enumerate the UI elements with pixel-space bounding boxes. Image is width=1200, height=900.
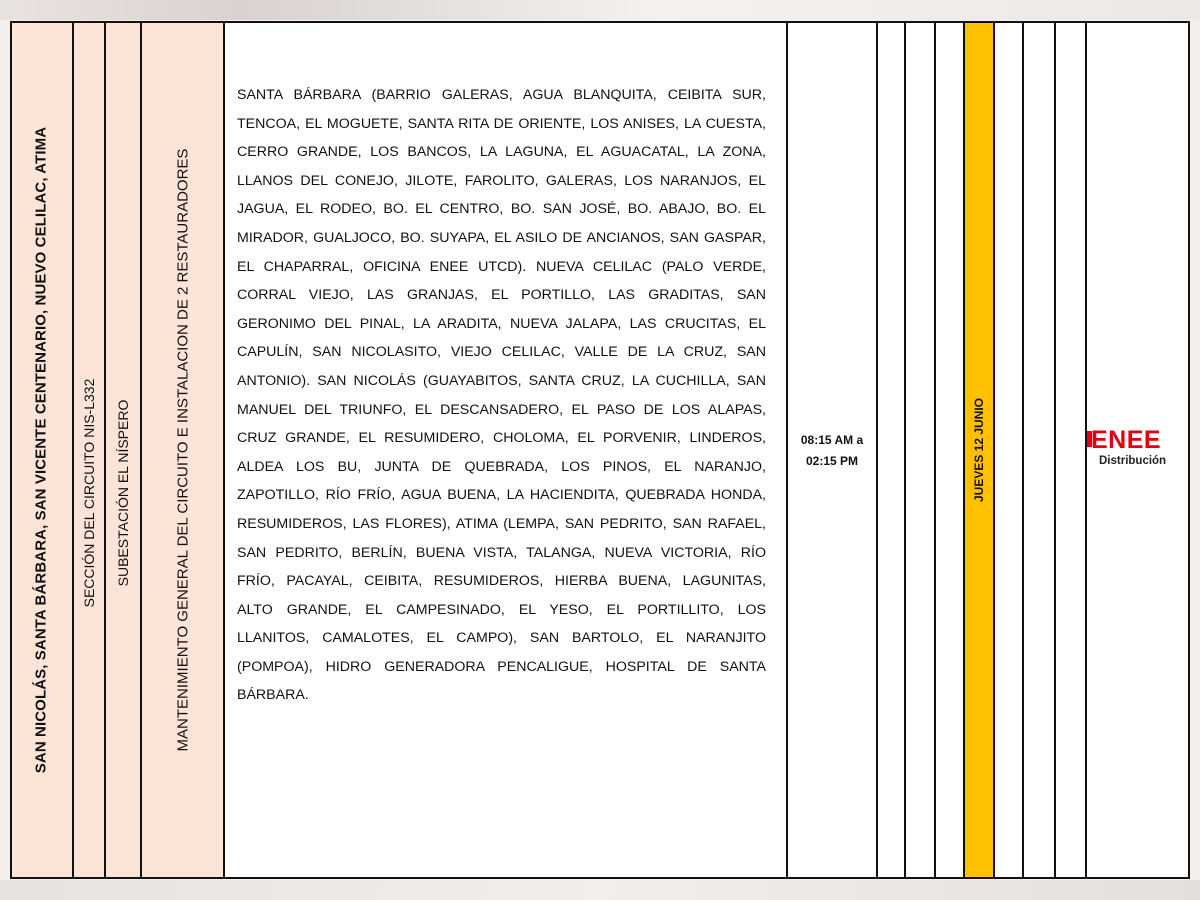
- circuit-section-cell: SECCIÓN DEL CIRCUITO NIS-L332: [74, 21, 106, 879]
- day-cell-empty: [1056, 21, 1087, 879]
- time-end: 02:15 PM: [805, 454, 859, 468]
- photo-top-edge: [0, 0, 1200, 20]
- substation-cell: SUBESTACIÓN EL NÍSPERO: [106, 21, 142, 879]
- time-start: 08:15 AM a: [800, 433, 864, 447]
- day-cell-highlighted: JUEVES 12 JUNIO: [965, 21, 995, 879]
- day-cell-empty: [1024, 21, 1056, 879]
- day-cell-empty: [995, 21, 1024, 879]
- enee-logo: ENEE Distribución: [1087, 427, 1197, 471]
- municipalities-cell: SAN NICOLÁS, SANTA BÁRBARA, SAN VICENTE …: [10, 21, 74, 879]
- day-cell-empty: [906, 21, 936, 879]
- enee-logo-subtitle: Distribución: [1099, 455, 1167, 467]
- affected-areas-text: SANTA BÁRBARA (BARRIO GALERAS, AGUA BLAN…: [237, 87, 766, 704]
- photo-bottom-edge: [0, 880, 1200, 900]
- substation-label: SUBESTACIÓN EL NÍSPERO: [115, 399, 131, 587]
- day-label: JUEVES 12 JUNIO: [972, 397, 986, 503]
- work-description-cell: MANTENIMIENTO GENERAL DEL CIRCUITO E INS…: [142, 21, 225, 879]
- circuit-section-label: SECCIÓN DEL CIRCUITO NIS-L332: [81, 378, 97, 608]
- day-cell-empty: [878, 21, 906, 879]
- day-cell-empty: [936, 21, 965, 879]
- time-cell: [788, 21, 878, 879]
- work-description-label: MANTENIMIENTO GENERAL DEL CIRCUITO E INS…: [174, 148, 191, 752]
- enee-logo-mark-icon: [1087, 431, 1092, 447]
- time-range: 08:15 AM a 02:15 PM: [788, 430, 876, 472]
- affected-areas-cell: [225, 21, 788, 879]
- municipalities-label: SAN NICOLÁS, SANTA BÁRBARA, SAN VICENTE …: [32, 126, 50, 774]
- enee-logo-wordmark: ENEE: [1091, 426, 1162, 454]
